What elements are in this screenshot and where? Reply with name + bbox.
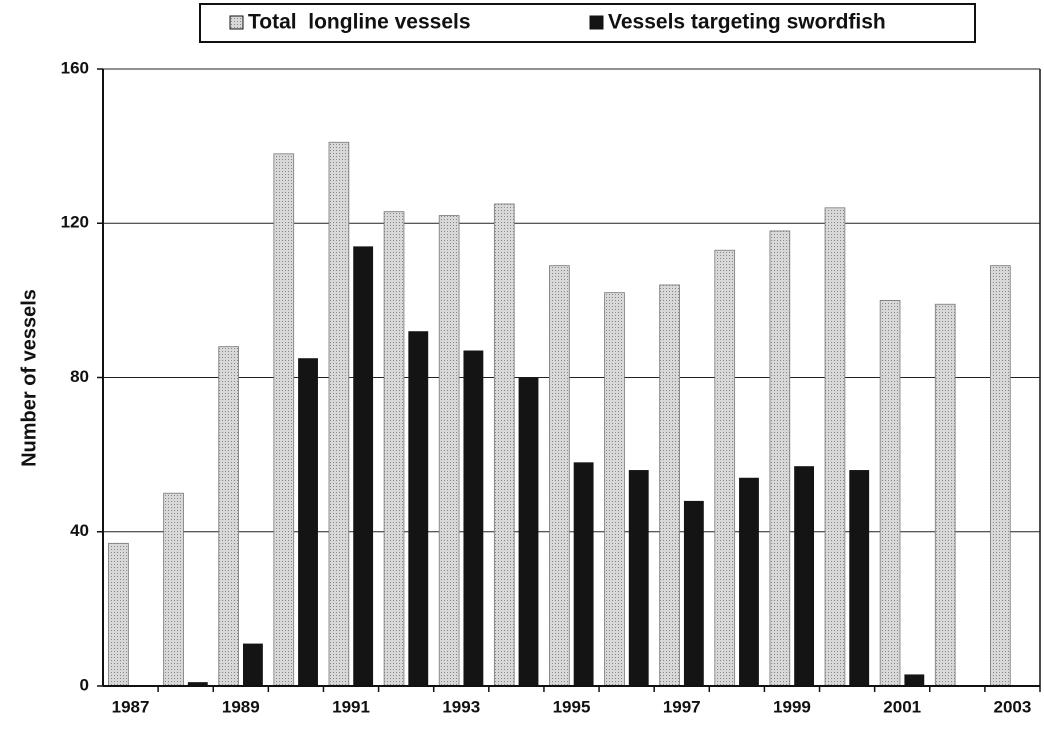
bar [328,141,350,687]
legend-marker [589,15,604,30]
bar [683,500,704,686]
x-tick-label: 1987 [112,697,150,716]
x-tick-label: 1989 [222,697,260,716]
bar [769,230,791,687]
bar [163,492,184,687]
bar [383,211,405,687]
bar [714,249,736,687]
x-tick-label: 1995 [553,697,591,716]
x-tick-label: 1993 [442,697,480,716]
x-tick-label: 2001 [883,697,921,716]
y-tick-label: 120 [61,213,89,232]
legend-label: Total longline vessels [248,11,471,34]
bar [108,542,129,687]
y-tick-label: 160 [61,58,89,77]
bar [573,462,594,686]
x-tick-label: 1999 [773,697,811,716]
bar [353,246,374,686]
bar [218,346,239,687]
bar [934,303,956,687]
bar [549,265,570,687]
bar [794,466,815,686]
bar [463,350,484,686]
bar [187,682,208,686]
y-tick-label: 40 [70,521,89,540]
bar [604,292,625,687]
x-tick-label: 1997 [663,697,701,716]
bar [518,377,539,686]
x-tick-label: 1991 [332,697,370,716]
legend-label: Vessels targeting swordfish [608,11,886,34]
bar [438,215,460,687]
bar [242,643,263,686]
bar [298,358,318,686]
bar [879,299,901,687]
bar [739,477,759,686]
x-tick-label: 2003 [994,697,1032,716]
bar [659,284,680,687]
bar [628,470,649,686]
bar [493,203,515,687]
y-tick-label: 80 [70,367,89,386]
bar [904,674,925,686]
bar [824,207,846,687]
bar [273,153,295,687]
bar [989,265,1011,687]
legend-box [199,3,976,43]
bar [849,470,870,686]
y-axis-label: Number of vessels [18,289,40,467]
y-tick-label: 0 [80,675,89,694]
bar [408,331,429,686]
legend-marker [229,15,244,30]
